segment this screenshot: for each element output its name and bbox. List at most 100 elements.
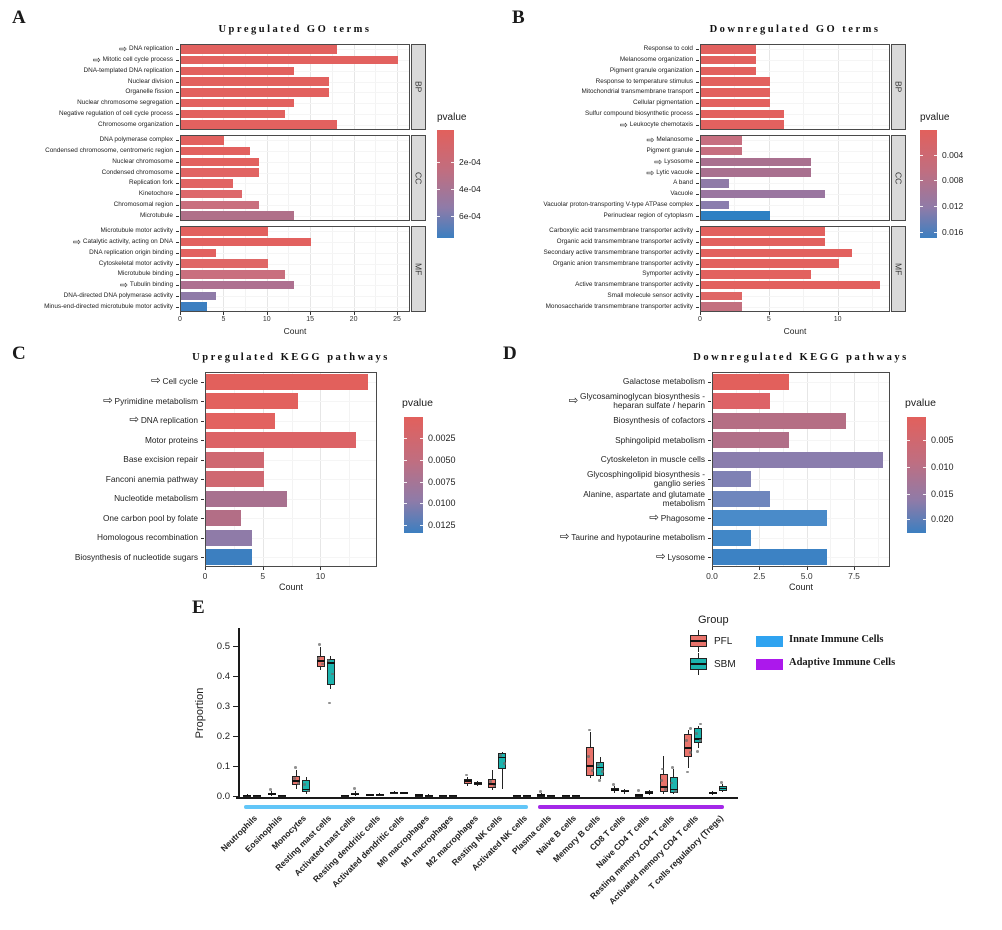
grid-h — [181, 140, 409, 142]
bar-label: Microtubule motor activity — [100, 227, 173, 235]
bar-row-label: ⇨ Tubulin binding — [8, 280, 173, 289]
sample-point — [688, 751, 692, 754]
legend-gradient — [404, 417, 423, 533]
bar — [713, 393, 770, 410]
panel-b-title: Downregulated GO terms — [709, 24, 881, 35]
label-tick — [696, 103, 699, 105]
sample-point — [502, 761, 506, 765]
bar-label: A band — [673, 179, 693, 187]
grid-h — [701, 215, 889, 217]
bar-label: Replication fork — [128, 179, 173, 187]
box-median — [488, 783, 497, 785]
box-median — [390, 791, 399, 794]
bar-label: Pigment granule — [646, 147, 693, 155]
bar — [181, 237, 312, 247]
outlier-point — [685, 770, 689, 774]
legend-tick — [934, 154, 937, 156]
grid-h — [206, 557, 376, 559]
legend-tick-label: 0.010 — [931, 461, 954, 472]
bar-row-label: ⇨ Mitotic cell cycle process — [8, 55, 173, 64]
gridline — [201, 227, 203, 311]
gridline — [245, 227, 247, 311]
sample-point — [684, 739, 688, 743]
axis-tick-label: 0.5 — [216, 641, 230, 652]
bar-label: One carbon pool by folate — [102, 512, 198, 523]
legend-tick — [420, 481, 423, 483]
bar-label: Glycosaminoglycan biosynthesis - heparan … — [580, 391, 705, 411]
gridline — [830, 373, 832, 566]
facet-strip-label: CC — [893, 171, 904, 185]
facet-strip: MF — [891, 226, 906, 312]
label-tick — [708, 381, 711, 383]
label-tick — [696, 172, 699, 174]
grid-h — [206, 420, 376, 422]
bar — [181, 270, 286, 279]
innate-legend-label: Innate Immune Cells — [789, 634, 884, 645]
axis-tick — [266, 312, 268, 315]
box-median — [473, 782, 482, 785]
legend-tick — [404, 502, 407, 504]
label-tick — [201, 440, 204, 442]
label-tick — [201, 537, 204, 539]
axis-tick-label: 0 — [698, 316, 702, 323]
bar-row-label: DNA replication origin binding — [8, 249, 173, 257]
panel-a-legend-title: pvalue — [437, 112, 467, 123]
outlier-point — [636, 789, 640, 792]
bar-label: Tubulin binding — [129, 281, 173, 289]
label-tick — [696, 124, 699, 126]
legend-tick — [920, 179, 923, 181]
gridline — [310, 45, 312, 129]
grid-h — [181, 274, 409, 276]
panel-a-title: Upregulated GO terms — [218, 24, 372, 35]
label-tick — [696, 295, 699, 297]
grid-h — [701, 92, 889, 94]
adaptive-legend-swatch — [756, 659, 783, 670]
grid-h — [713, 440, 889, 442]
bar-label: DNA replication — [140, 415, 198, 426]
label-tick — [696, 92, 699, 94]
sample-point — [694, 732, 698, 735]
bar-label: Microtubule — [139, 211, 173, 219]
box-median — [645, 792, 654, 794]
bar — [181, 77, 329, 86]
bar — [713, 451, 884, 468]
gridline — [803, 227, 805, 311]
bar — [701, 157, 812, 167]
sample-point — [590, 769, 594, 773]
bar-label: Response to cold — [643, 45, 693, 53]
bar-row-label: Microtubule motor activity — [8, 227, 173, 235]
sample-point — [660, 778, 664, 782]
bar-label: Lytic vacuole — [656, 168, 693, 176]
grid-h — [181, 215, 409, 217]
bar — [206, 471, 264, 488]
label-tick — [696, 306, 699, 308]
legend-tick — [934, 231, 937, 233]
bar-label: DNA replication — [128, 45, 173, 53]
grid-h — [713, 381, 889, 383]
bar-row-label: Cytoskeletal motor activity — [8, 260, 173, 268]
bar-row-label: Galactose metabolism — [505, 377, 705, 386]
bar-label: Sulfur compound biosynthetic process — [585, 109, 693, 117]
bar-row-label: Response to cold — [514, 45, 693, 53]
bar-row-label: ⇨ Pyrimidine metabolism — [10, 395, 198, 406]
legend-gradient — [437, 130, 454, 238]
axis-tick — [700, 312, 701, 315]
box-median — [708, 792, 717, 794]
gridline — [201, 136, 203, 220]
facet-strip-label: BP — [893, 81, 904, 93]
bar-row-label: Nuclear chromosome — [8, 158, 173, 166]
axis-tick-label: 5 — [260, 571, 266, 581]
cell-group-bar — [244, 805, 528, 809]
bar — [181, 157, 260, 167]
axis-tick-label: 0.2 — [216, 731, 230, 742]
axis-tick-label: 20 — [349, 316, 358, 323]
sample-point — [306, 789, 310, 793]
axis-tick-label: 25 — [393, 316, 401, 323]
bar-label: Pyrimidine metabolism — [114, 395, 198, 406]
bar-row-label: Symporter activity — [514, 270, 693, 278]
label-tick — [176, 172, 179, 174]
gridline — [320, 373, 322, 566]
boxplot-box — [669, 776, 678, 793]
box-median — [512, 794, 521, 797]
